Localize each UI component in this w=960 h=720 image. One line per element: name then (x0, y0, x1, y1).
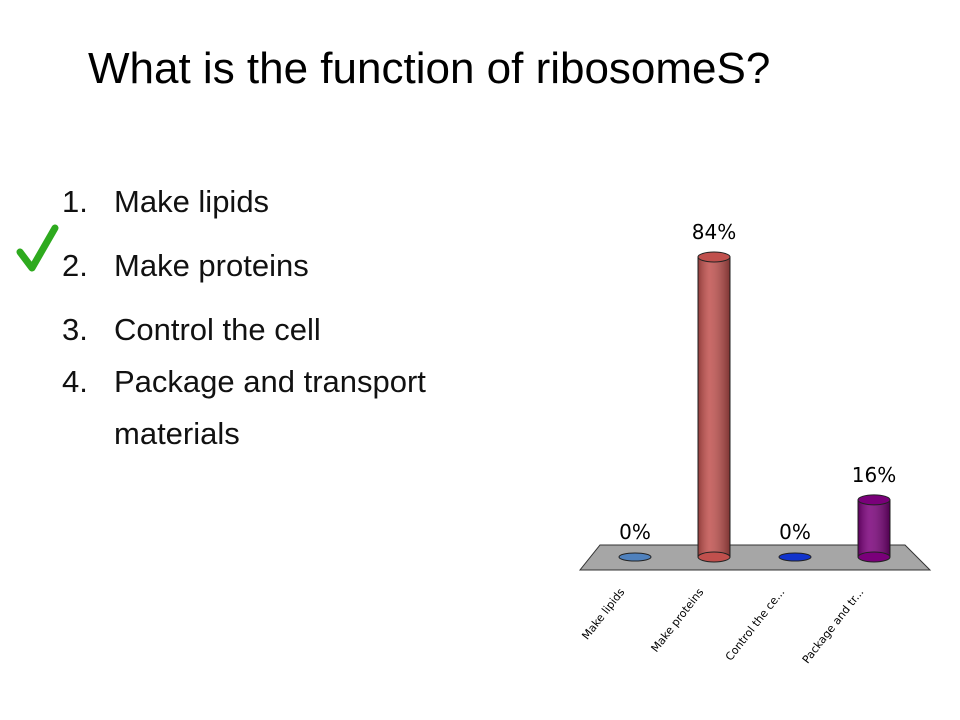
bar-shade (858, 499, 890, 557)
chart-floor (578, 544, 932, 571)
x-tick-label: Package and tr... (800, 586, 867, 666)
option: 2. Make proteins (62, 240, 464, 292)
x-tick-label: Make lipids (579, 586, 627, 643)
bar (778, 552, 812, 562)
value-label: 0% (779, 520, 811, 544)
slide-title: What is the function of ribosomeS? (88, 44, 771, 93)
bar-bottom (697, 551, 731, 563)
bar-shade (698, 257, 730, 557)
option-number: 1. (62, 184, 88, 219)
option: 4. Package and transport materials (62, 356, 464, 460)
value-label: 0% (619, 520, 651, 544)
option: 1. Make lipids (62, 176, 464, 228)
value-label: 16% (852, 463, 896, 487)
option-text: Make lipids (114, 184, 270, 219)
option-text: Package and transport materials (114, 364, 426, 451)
option-text: Control the cell (114, 312, 321, 347)
bar-bottom (857, 551, 891, 563)
option-number: 3. (62, 312, 88, 347)
option: 3. Control the cell (62, 304, 464, 356)
value-label: 84% (692, 220, 736, 244)
bar (618, 552, 652, 562)
bar-top (697, 251, 731, 263)
check-mark (16, 224, 59, 272)
option-number: 4. (62, 364, 88, 399)
bar-top (857, 494, 891, 506)
option-text: Make proteins (114, 248, 309, 283)
x-tick-label: Control the ce... (723, 586, 787, 663)
option-number: 2. (62, 248, 88, 283)
x-tick-label: Make proteins (649, 586, 707, 655)
